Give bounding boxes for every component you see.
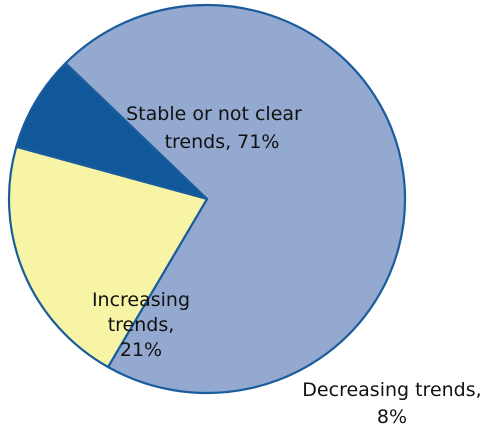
pie-slice-label-1: Decreasing trends, 8% <box>302 379 481 428</box>
pie-slice-label-1-line-1: 8% <box>377 406 407 428</box>
pie-slice-label-2-line-2: 21% <box>120 339 162 361</box>
pie-slice-label-0-line-1: trends, 71% <box>165 131 280 153</box>
pie-slice-label-1-line-0: Decreasing trends, <box>302 379 481 401</box>
pie-slice-label-2: Increasing trends, 21% <box>92 289 190 361</box>
pie-slice-2 <box>7 145 209 369</box>
pie-slice-label-0: Stable or not clear trends, 71% <box>126 103 302 153</box>
pie-slice-label-0-line-0: Stable or not clear <box>126 103 302 125</box>
pie-slice-label-2-line-1: trends, <box>108 314 175 336</box>
pie-slice-1 <box>15 62 209 201</box>
pie-slice-label-2-line-0: Increasing <box>92 289 190 311</box>
